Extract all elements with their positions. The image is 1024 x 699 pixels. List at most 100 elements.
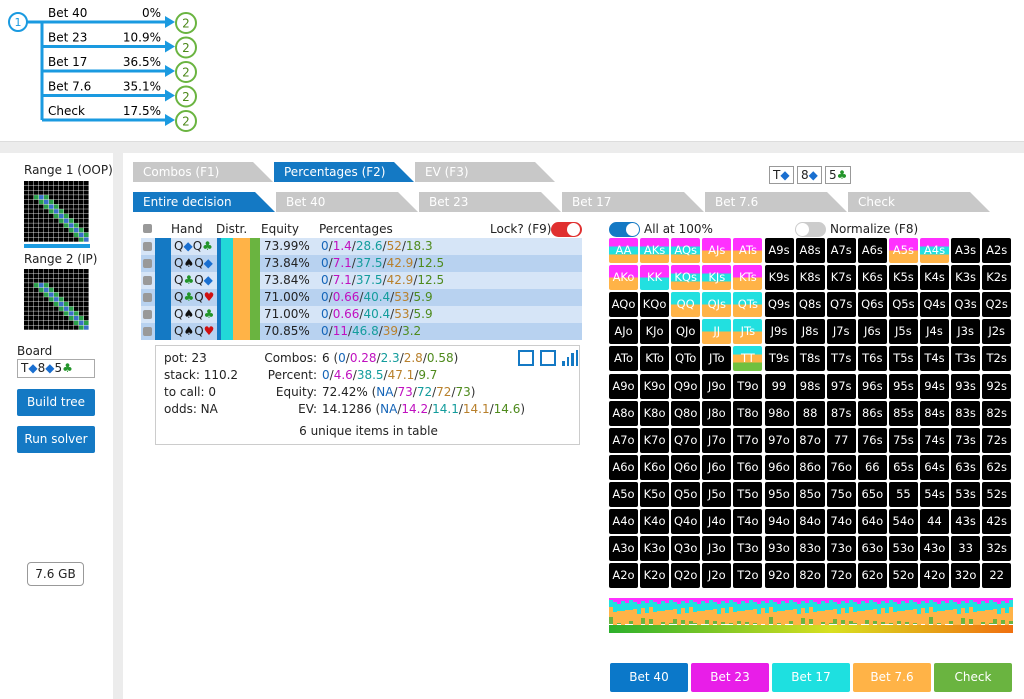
hand-cell[interactable]: 74o <box>826 509 856 534</box>
tree-node[interactable] <box>175 61 197 83</box>
hand-cell[interactable]: KQs <box>671 265 701 291</box>
hand-cell[interactable]: AQs <box>671 238 701 263</box>
hand-cell[interactable]: 43o <box>920 536 949 562</box>
hand-cell[interactable]: A9o <box>609 373 638 399</box>
hand-cell[interactable]: Q2s <box>982 292 1012 318</box>
lock-toggle[interactable] <box>551 222 582 237</box>
hand-cell[interactable]: T8s <box>795 346 825 372</box>
hand-cell[interactable]: 73s <box>951 427 981 453</box>
hand-cell[interactable]: K5o <box>640 481 670 507</box>
hand-cell[interactable]: A8o <box>609 400 638 426</box>
hand-cell[interactable]: Q2o <box>671 563 701 589</box>
hand-cell[interactable]: 65o <box>857 481 887 507</box>
hand-cell[interactable]: 42s <box>982 509 1012 534</box>
hand-cell[interactable]: QTo <box>671 346 701 372</box>
hand-cell[interactable]: 85o <box>795 481 825 507</box>
tree-node[interactable] <box>175 36 197 59</box>
hand-cell[interactable]: AKo <box>609 265 638 291</box>
hand-cell[interactable]: A4o <box>609 509 638 534</box>
hand-cell[interactable]: J3s <box>951 319 981 345</box>
range-grid[interactable] <box>24 181 90 243</box>
hand-cell[interactable]: J6s <box>857 319 887 345</box>
hand-cell[interactable]: ATs <box>733 238 763 263</box>
hand-cell[interactable]: A9s <box>764 238 794 263</box>
hand-cell[interactable]: J8o <box>702 400 732 426</box>
hand-cell[interactable]: J6o <box>702 454 732 480</box>
hand-cell[interactable]: Q8o <box>671 400 701 426</box>
action-tab[interactable]: Bet 7.6 <box>705 192 847 212</box>
hand-cell[interactable]: 75s <box>888 427 918 453</box>
hand-cell[interactable]: A8s <box>795 238 825 263</box>
hand-cell[interactable]: KTs <box>733 265 763 291</box>
hand-cell[interactable]: A3s <box>951 238 981 263</box>
hand-cell[interactable]: J4s <box>920 319 949 345</box>
hand-cell[interactable]: Q5o <box>671 481 701 507</box>
hand-cell[interactable]: J5s <box>888 319 918 345</box>
hand-cell[interactable]: 82s <box>982 400 1012 426</box>
hand-cell[interactable]: 32o <box>951 563 981 589</box>
hand-cell[interactable]: 86o <box>795 454 825 480</box>
hand-cell[interactable]: JJ <box>702 319 732 345</box>
hand-cell[interactable]: 88 <box>795 400 825 426</box>
hand-cell[interactable]: 64s <box>920 454 949 480</box>
hand-cell[interactable]: 85s <box>888 400 918 426</box>
hand-cell[interactable]: 66 <box>857 454 887 480</box>
hand-cell[interactable]: 95s <box>888 373 918 399</box>
hand-cell[interactable]: J7s <box>826 319 856 345</box>
hand-cell[interactable]: 55 <box>888 481 918 507</box>
export-icon[interactable] <box>540 350 556 366</box>
hand-cell[interactable]: J9o <box>702 373 732 399</box>
hand-cell[interactable]: 82o <box>795 563 825 589</box>
hand-cell[interactable]: A5o <box>609 481 638 507</box>
hand-cell[interactable]: 62s <box>982 454 1012 480</box>
hand-cell[interactable]: 99 <box>764 373 794 399</box>
hand-cell[interactable]: T2s <box>982 346 1012 372</box>
tree-node[interactable] <box>175 110 197 132</box>
tree-node[interactable] <box>175 85 197 108</box>
hand-cell[interactable]: J8s <box>795 319 825 345</box>
tree-node[interactable] <box>175 12 197 34</box>
normalize-toggle[interactable] <box>795 222 826 237</box>
hand-cell[interactable]: Q4o <box>671 509 701 534</box>
hand-cell[interactable]: A5s <box>888 238 918 263</box>
hand-cell[interactable]: JTs <box>733 319 763 345</box>
action-tab[interactable]: Bet 23 <box>419 192 561 212</box>
hand-cell[interactable]: TT <box>733 346 763 372</box>
hand-cell[interactable]: 75o <box>826 481 856 507</box>
hand-cell[interactable]: T3o <box>733 536 763 562</box>
hand-cell[interactable]: ATo <box>609 346 638 372</box>
action-tab[interactable]: Bet 40 <box>276 192 418 212</box>
hand-cell[interactable]: 83s <box>951 400 981 426</box>
hand-cell[interactable]: K9o <box>640 373 670 399</box>
hand-cell[interactable]: Q6o <box>671 454 701 480</box>
hand-cell[interactable]: KK <box>640 265 670 291</box>
hand-cell[interactable]: 62o <box>857 563 887 589</box>
hand-cell[interactable]: 86s <box>857 400 887 426</box>
hand-cell[interactable]: 92s <box>982 373 1012 399</box>
hand-cell[interactable]: J2o <box>702 563 732 589</box>
hand-cell[interactable]: KQo <box>640 292 670 318</box>
hand-cell[interactable]: 98o <box>764 400 794 426</box>
hand-cell[interactable]: 42o <box>920 563 949 589</box>
hand-cell[interactable]: 84o <box>795 509 825 534</box>
view-tab[interactable]: Combos (F1) <box>133 162 273 182</box>
hand-cell[interactable]: 63o <box>857 536 887 562</box>
hand-cell[interactable]: 54s <box>920 481 949 507</box>
hand-cell[interactable]: Q4s <box>920 292 949 318</box>
hand-cell[interactable]: 95o <box>764 481 794 507</box>
hand-cell[interactable]: K3s <box>951 265 981 291</box>
hand-cell[interactable]: AJs <box>702 238 732 263</box>
hand-cell[interactable]: 93s <box>951 373 981 399</box>
hand-cell[interactable]: AKs <box>640 238 670 263</box>
hand-cell[interactable]: J4o <box>702 509 732 534</box>
table-row[interactable]: Q◆Q♣73.99%01.428.65218.3 <box>141 238 582 255</box>
range-grid[interactable] <box>24 269 90 331</box>
hand-cell[interactable]: 84s <box>920 400 949 426</box>
hand-cell[interactable]: 53s <box>951 481 981 507</box>
hand-cell[interactable]: AQo <box>609 292 638 318</box>
table-row[interactable]: Q♠Q◆73.84%07.137.542.912.5 <box>141 255 582 272</box>
hand-cell[interactable]: T7s <box>826 346 856 372</box>
hand-cell[interactable]: K7o <box>640 427 670 453</box>
hand-cell[interactable]: K5s <box>888 265 918 291</box>
hand-cell[interactable]: K6o <box>640 454 670 480</box>
